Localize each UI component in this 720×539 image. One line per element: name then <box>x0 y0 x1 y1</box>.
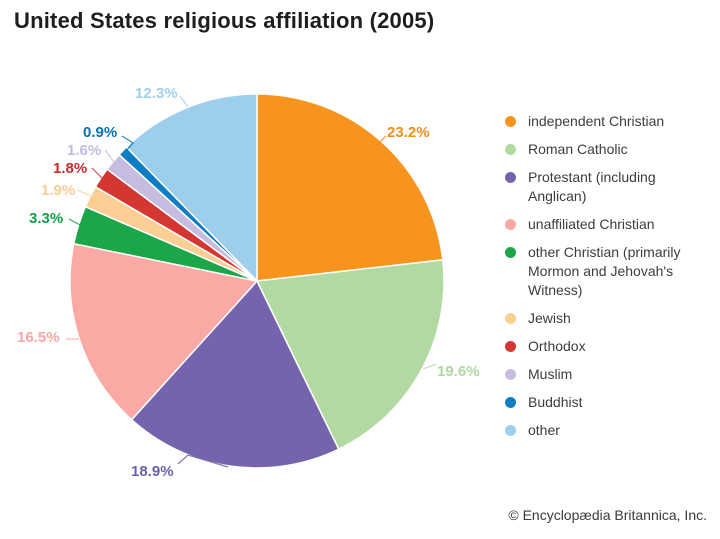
legend-dot-icon <box>505 247 516 258</box>
pie-leader-protestant-including-anglican <box>177 454 229 468</box>
pie-value-label-other-christian-primarily-mormon-and-jeh: 3.3% <box>29 210 63 227</box>
chart-title: United States religious affiliation (200… <box>14 8 435 33</box>
legend-item-label: Muslim <box>528 366 573 382</box>
pie-slice-protestant-including-anglican <box>130 280 340 469</box>
pie-value-label-other: 12.3% <box>135 85 178 102</box>
legend-item-label: Protestant (including Anglican) <box>528 169 656 204</box>
pie-leader-other-christian-primarily-mormon-and-jeh <box>68 218 81 226</box>
pie-value-label-jewish: 1.9% <box>41 182 75 199</box>
legend-item-orthodox: Orthodox <box>505 337 711 356</box>
pie-value-label-orthodox: 1.8% <box>53 160 87 177</box>
legend-dot-icon <box>505 172 516 183</box>
pie-leader-buddhist <box>121 135 134 152</box>
legend-item-label: Orthodox <box>528 338 586 354</box>
legend-item-label: Buddhist <box>528 394 583 410</box>
legend-dot-icon <box>505 144 516 155</box>
legend-dot-icon <box>505 219 516 230</box>
pie-value-label-muslim: 1.6% <box>67 142 101 159</box>
legend-item-independent-christian: independent Christian <box>505 112 711 131</box>
legend-item-unaffiliated-christian: unaffiliated Christian <box>505 215 711 234</box>
legend-item-label: unaffiliated Christian <box>528 216 655 232</box>
pie-slice-independent-christian <box>256 93 444 282</box>
legend-item-label: other Christian (primarily Mormon and Je… <box>528 244 681 298</box>
legend-item-other: other <box>505 421 711 440</box>
legend-item-buddhist: Buddhist <box>505 393 711 412</box>
pie-value-label-buddhist: 0.9% <box>83 124 117 141</box>
pie-value-label-roman-catholic: 19.6% <box>437 363 480 380</box>
pie-leader-muslim <box>104 149 115 163</box>
legend-dot-icon <box>505 341 516 352</box>
legend-item-label: independent Christian <box>528 113 665 129</box>
pie-value-label-independent-christian: 23.2% <box>387 124 430 141</box>
pie-value-label-protestant-including-anglican: 18.9% <box>131 463 174 480</box>
pie-value-label-unaffiliated-christian: 16.5% <box>17 329 60 346</box>
pie-leader-roman-catholic <box>422 363 437 370</box>
pie-slice-unaffiliated-christian <box>69 242 258 421</box>
legend-item-jewish: Jewish <box>505 309 711 328</box>
pie-leader-orthodox <box>91 167 103 179</box>
legend-dot-icon <box>505 369 516 380</box>
legend-item-label: Roman Catholic <box>528 141 628 157</box>
pie-leader-jewish <box>76 189 92 197</box>
legend-item-label: Jewish <box>528 310 571 326</box>
legend-item-protestant-including-anglican: Protestant (including Anglican) <box>505 168 711 206</box>
legend-item-label: other <box>528 422 560 438</box>
legend-item-muslim: Muslim <box>505 365 711 384</box>
pie-leader-other <box>179 95 189 108</box>
legend-dot-icon <box>505 425 516 436</box>
legend-dot-icon <box>505 397 516 408</box>
legend-item-other-christian-primarily-mormon-and-jeh: other Christian (primarily Mormon and Je… <box>505 243 711 300</box>
copyright-notice: © Encyclopædia Britannica, Inc. <box>508 507 707 523</box>
pie-slice-roman-catholic <box>256 259 445 450</box>
legend-dot-icon <box>505 313 516 324</box>
legend-dot-icon <box>505 116 516 127</box>
pie-slice-other <box>125 93 258 282</box>
legend-item-roman-catholic: Roman Catholic <box>505 140 711 159</box>
pie-leader-independent-christian <box>374 135 387 148</box>
legend: independent Christian Roman Catholic Prote… <box>505 112 711 449</box>
